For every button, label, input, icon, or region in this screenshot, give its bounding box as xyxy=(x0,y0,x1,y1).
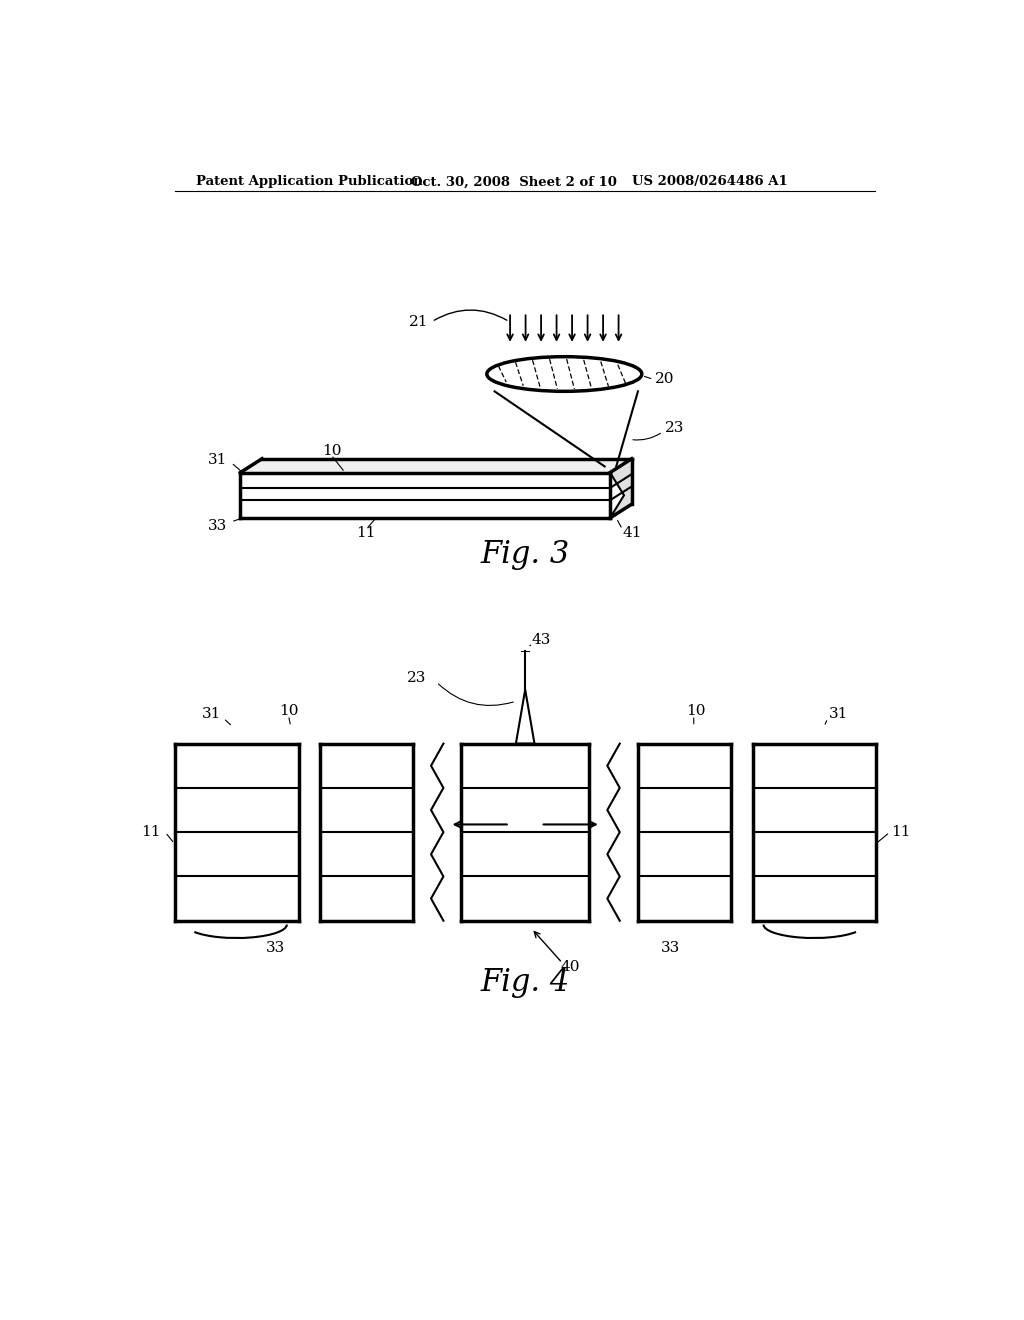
Text: 10: 10 xyxy=(322,444,341,458)
Polygon shape xyxy=(610,459,632,517)
Text: 31: 31 xyxy=(202,708,221,721)
Polygon shape xyxy=(174,743,299,921)
Text: 33: 33 xyxy=(266,941,286,954)
Polygon shape xyxy=(753,743,876,921)
Text: 23: 23 xyxy=(407,671,426,685)
Text: 31: 31 xyxy=(829,708,849,721)
Text: 33: 33 xyxy=(208,519,227,533)
Text: 11: 11 xyxy=(141,825,161,840)
Polygon shape xyxy=(241,459,632,473)
Text: 10: 10 xyxy=(280,705,299,718)
Ellipse shape xyxy=(486,356,642,391)
Text: 43: 43 xyxy=(531,632,551,647)
Polygon shape xyxy=(638,743,731,921)
Polygon shape xyxy=(321,743,414,921)
Text: 41: 41 xyxy=(623,527,642,540)
Text: 11: 11 xyxy=(891,825,911,840)
Text: 11: 11 xyxy=(356,527,376,540)
Text: US 2008/0264486 A1: US 2008/0264486 A1 xyxy=(632,176,787,189)
Polygon shape xyxy=(461,743,589,921)
Text: Fig. 3: Fig. 3 xyxy=(480,540,569,570)
Text: 33: 33 xyxy=(662,941,681,954)
Polygon shape xyxy=(241,473,610,517)
Text: Fig. 4: Fig. 4 xyxy=(480,966,569,998)
Text: 21: 21 xyxy=(410,314,429,329)
Text: 23: 23 xyxy=(665,421,684,434)
Text: 40: 40 xyxy=(560,960,580,974)
Text: 10: 10 xyxy=(686,705,706,718)
Text: 20: 20 xyxy=(655,372,675,387)
Polygon shape xyxy=(610,473,624,517)
Polygon shape xyxy=(516,689,535,743)
Text: Patent Application Publication: Patent Application Publication xyxy=(197,176,423,189)
Text: 31: 31 xyxy=(208,453,227,467)
Text: Oct. 30, 2008  Sheet 2 of 10: Oct. 30, 2008 Sheet 2 of 10 xyxy=(411,176,616,189)
